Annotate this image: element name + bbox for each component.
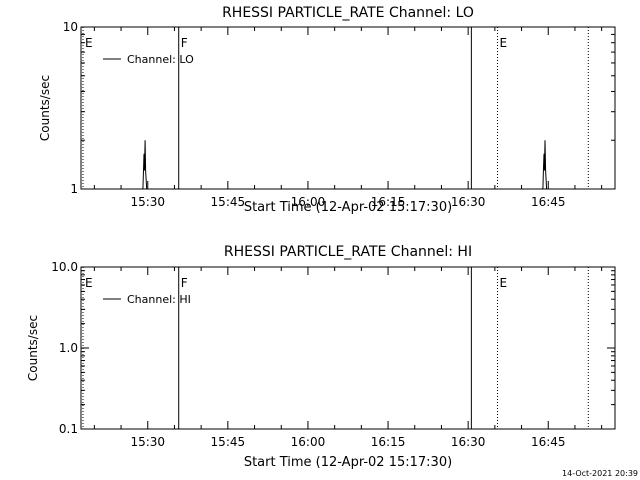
chart-title: RHESSI PARTICLE_RATE Channel: HI (224, 244, 472, 260)
event-marker-label: F (181, 36, 188, 50)
x-tick-label: 15:45 (211, 435, 246, 449)
hi-channel-panel: RHESSI PARTICLE_RATE Channel: HI 15:30 15:… (26, 244, 616, 470)
legend-label: Channel: LO (127, 53, 194, 66)
plot-frame (80, 26, 616, 190)
y-tick-label: 10 (63, 20, 78, 34)
y-tick-label: 1 (70, 182, 78, 196)
event-marker-label: E (85, 276, 93, 290)
x-axis-label: Start Time (12-Apr-02 15:17:30) (244, 200, 452, 215)
y-tick-label: 1.0 (59, 341, 78, 355)
x-tick-label: 16:15 (371, 195, 406, 209)
x-tick-label: 15:30 (130, 195, 165, 209)
x-tick-label: 16:00 (291, 435, 326, 449)
x-tick-label: 16:45 (531, 195, 566, 209)
x-axis-label: Start Time (12-Apr-02 15:17:30) (244, 455, 452, 470)
x-tick-label: 16:00 (291, 195, 326, 209)
x-tick-label: 16:15 (371, 435, 406, 449)
footer-timestamp: 14-Oct-2021 20:39 (562, 469, 638, 478)
lo-channel-panel: RHESSI PARTICLE_RATE Channel: LO 15:30 15:… (38, 5, 616, 215)
legend-label: Channel: HI (127, 293, 191, 306)
x-tick-label: 16:30 (451, 435, 486, 449)
event-marker-label: E (85, 36, 93, 50)
y-tick-label: 0.1 (59, 422, 78, 436)
chart-title: RHESSI PARTICLE_RATE Channel: LO (222, 5, 474, 21)
series-line (81, 140, 615, 190)
x-tick-label: 15:45 (211, 195, 246, 209)
y-axis-label: Counts/sec (38, 75, 52, 141)
event-marker-label: E (500, 36, 508, 50)
event-marker-label: E (500, 276, 508, 290)
y-axis-label: Counts/sec (26, 315, 40, 381)
event-marker-label: F (181, 276, 188, 290)
plot-frame (80, 266, 616, 430)
y-tick-label: 10.0 (51, 260, 78, 274)
x-tick-label: 16:45 (531, 435, 566, 449)
x-tick-label: 15:30 (130, 435, 165, 449)
x-tick-label: 16:30 (451, 195, 486, 209)
